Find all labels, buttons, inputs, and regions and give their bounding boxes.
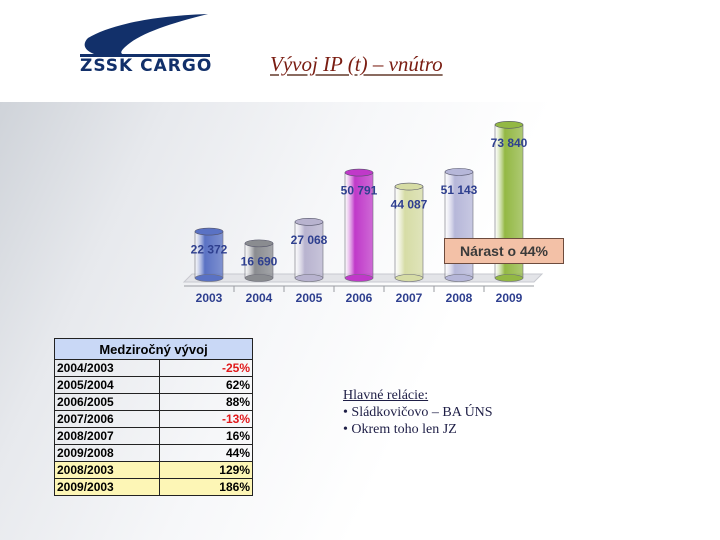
bar-base-2008 — [444, 274, 474, 282]
growth-annotation: Nárast o 44% — [444, 238, 564, 264]
yoy-period: 2009/2003 — [54, 478, 160, 496]
yoy-row: 2006/2005 88% — [54, 393, 253, 411]
relation-item: • Sládkovičovo – BA ÚNS — [343, 405, 493, 420]
yoy-table: Medziročný vývoj 2004/2003 -25% 2005/2004 6… — [54, 338, 253, 496]
x-tick-2008: 2008 — [446, 291, 473, 305]
yoy-value: 88% — [159, 393, 253, 411]
bar-base-2005 — [294, 274, 324, 282]
bar-base-2007 — [394, 274, 424, 282]
relation-item: • Okrem toho len JZ — [343, 422, 457, 437]
bar-2004 — [244, 243, 274, 279]
bar-top-2008 — [444, 168, 474, 176]
yoy-value: 44% — [159, 444, 253, 462]
yoy-period: 2007/2006 — [54, 410, 160, 428]
yoy-row: 2008/2003 129% — [54, 461, 253, 479]
data-label-2008: 51 143 — [441, 183, 478, 197]
yoy-period: 2005/2004 — [54, 376, 160, 394]
data-label-2005: 27 068 — [291, 233, 328, 247]
yoy-value: 129% — [159, 461, 253, 479]
yoy-period: 2006/2005 — [54, 393, 160, 411]
bar-top-2009 — [494, 120, 524, 129]
yoy-value: 62% — [159, 376, 253, 394]
data-label-2009: 73 840 — [491, 136, 528, 150]
x-tick-2007: 2007 — [396, 291, 423, 305]
x-tick-2004: 2004 — [246, 291, 273, 305]
page-title: Vývoj IP (t) – vnútro — [270, 52, 443, 76]
relations-heading: Hlavné relácie: — [343, 388, 429, 403]
bar-base-2006 — [344, 274, 374, 282]
bar-2006 — [344, 172, 374, 279]
yoy-period: 2008/2007 — [54, 427, 160, 445]
logo-text: ZSSK CARGO — [80, 56, 213, 76]
bar-2007 — [394, 186, 424, 279]
yoy-row: 2009/2008 44% — [54, 444, 253, 462]
yoy-value: 16% — [159, 427, 253, 445]
x-tick-2003: 2003 — [196, 291, 223, 305]
x-tick-2006: 2006 — [346, 291, 373, 305]
data-label-2006: 50 791 — [341, 184, 378, 198]
yoy-row: 2004/2003 -25% — [54, 359, 253, 377]
bar-2005 — [294, 221, 324, 279]
yoy-row: 2005/2004 62% — [54, 376, 253, 394]
zssk-cargo-logo — [80, 14, 210, 57]
yoy-row: 2008/2007 16% — [54, 427, 253, 445]
bar-base-2004 — [244, 274, 274, 282]
yoy-row: 2009/2003 186% — [54, 478, 253, 496]
x-tick-2009: 2009 — [496, 291, 523, 305]
yoy-period: 2008/2003 — [54, 461, 160, 479]
data-label-2003: 22 372 — [191, 243, 228, 257]
bar-2003 — [194, 231, 224, 279]
yoy-value: -25% — [159, 359, 253, 377]
yoy-table-header: Medziročný vývoj — [54, 338, 253, 360]
x-tick-2005: 2005 — [296, 291, 323, 305]
bar-base-2003 — [194, 274, 224, 282]
yoy-value: 186% — [159, 478, 253, 496]
yoy-value: -13% — [159, 410, 253, 428]
yoy-row: 2007/2006 -13% — [54, 410, 253, 428]
main-relations: Hlavné relácie: • Sládkovičovo – BA ÚNS … — [343, 387, 493, 438]
data-label-2007: 44 087 — [391, 198, 428, 212]
bar-top-2006 — [344, 168, 374, 177]
bar-top-2007 — [394, 182, 424, 191]
yoy-period: 2004/2003 — [54, 359, 160, 377]
yoy-period: 2009/2008 — [54, 444, 160, 462]
bar-top-2004 — [244, 239, 274, 248]
bar-top-2003 — [194, 227, 224, 236]
bar-top-2005 — [294, 218, 324, 226]
data-label-2004: 16 690 — [241, 254, 278, 268]
bar-base-2009 — [494, 274, 524, 282]
